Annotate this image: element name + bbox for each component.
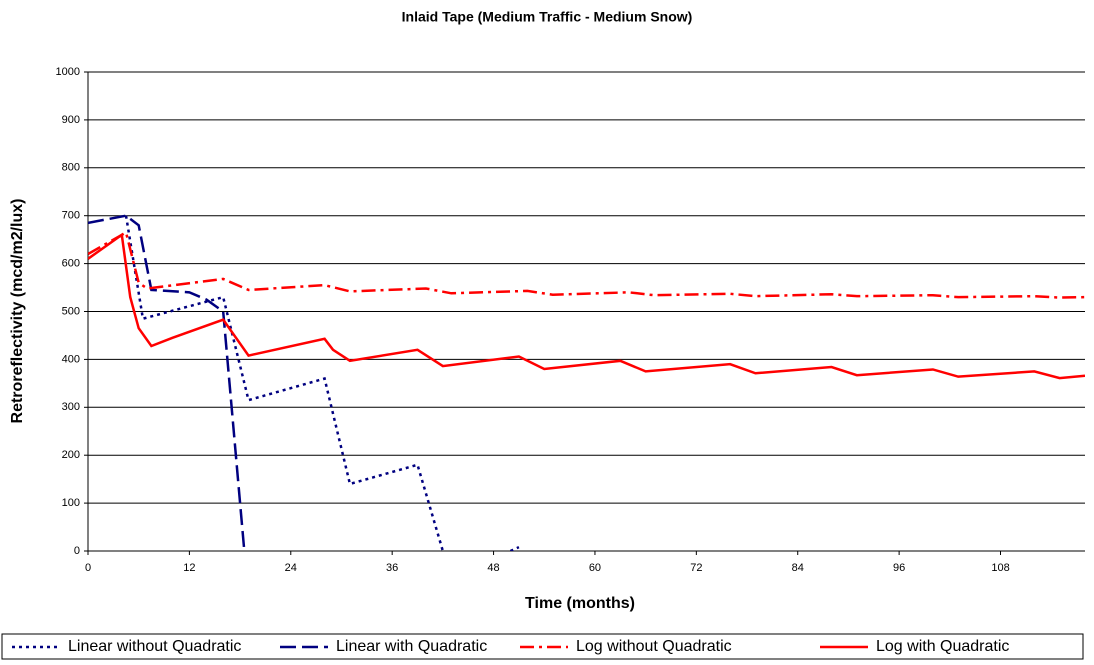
y-tick-label: 100 bbox=[62, 497, 80, 509]
x-tick-label: 36 bbox=[386, 562, 398, 574]
x-tick-label: 96 bbox=[893, 562, 905, 574]
plot-area bbox=[88, 214, 1085, 551]
y-axis-label: Retroreflectivity (mcd/m2/lux) bbox=[9, 199, 26, 424]
legend-box bbox=[1, 633, 1084, 660]
chart-title: Inlaid Tape (Medium Traffic - Medium Sno… bbox=[402, 9, 693, 25]
x-tick-label: 72 bbox=[690, 562, 702, 574]
x-tick-label: 84 bbox=[792, 562, 804, 574]
series-line bbox=[88, 214, 246, 551]
legend-label: Log with Quadratic bbox=[876, 638, 1009, 655]
series-line bbox=[88, 232, 1085, 380]
y-tick-label: 0 bbox=[74, 545, 80, 557]
y-tick-label: 600 bbox=[62, 258, 80, 270]
x-tick-label: 108 bbox=[991, 562, 1009, 574]
y-tick-label: 200 bbox=[62, 449, 80, 461]
x-tick-label: 24 bbox=[285, 562, 297, 574]
x-axis-label: Time (months) bbox=[525, 595, 635, 612]
y-tick-label: 1000 bbox=[56, 66, 80, 78]
y-tick-label: 400 bbox=[62, 353, 80, 365]
x-tick-label: 12 bbox=[183, 562, 195, 574]
y-tick-label: 900 bbox=[62, 114, 80, 126]
x-tick-label: 0 bbox=[85, 562, 91, 574]
y-tick-label: 300 bbox=[62, 401, 80, 413]
legend-label: Linear with Quadratic bbox=[336, 638, 487, 655]
legend-label: Log without Quadratic bbox=[576, 638, 732, 655]
series-line bbox=[88, 230, 1085, 299]
y-tick-label: 800 bbox=[62, 162, 80, 174]
legend-label: Linear without Quadratic bbox=[68, 638, 241, 655]
y-tick-label: 700 bbox=[62, 210, 80, 222]
y-tick-label: 500 bbox=[62, 305, 80, 317]
series-line bbox=[124, 215, 520, 551]
x-tick-label: 60 bbox=[589, 562, 601, 574]
x-tick-label: 48 bbox=[487, 562, 499, 574]
